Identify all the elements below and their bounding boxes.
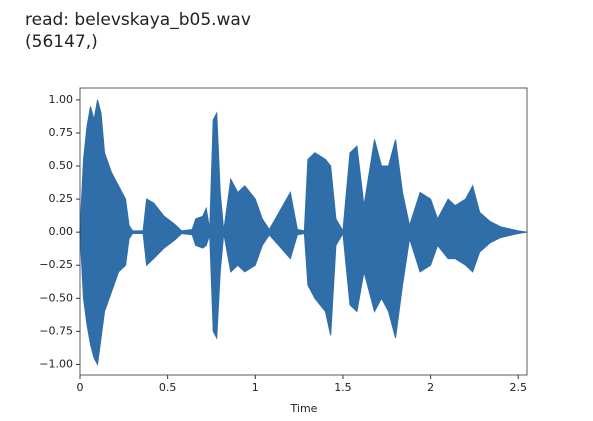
x-tick-label: 1 xyxy=(252,381,259,394)
x-tick-label: 0.5 xyxy=(159,381,177,394)
y-tick-label: −0.75 xyxy=(39,324,73,337)
waveform-area xyxy=(79,99,528,233)
plot-frame xyxy=(79,87,528,376)
y-tick-label: −0.25 xyxy=(39,258,73,271)
x-tick-label: 2.5 xyxy=(509,381,527,394)
y-tick-label: 1.00 xyxy=(49,93,74,106)
output-line: read: belevskaya_b05.wav xyxy=(25,10,251,30)
y-tick-label: 0.00 xyxy=(49,225,74,238)
y-tick-label: 0.25 xyxy=(49,192,74,205)
y-tick-label: −1.00 xyxy=(39,357,73,370)
y-tick-label: −0.50 xyxy=(39,291,73,304)
x-tick-label: 1.5 xyxy=(334,381,352,394)
waveform-area xyxy=(79,231,528,367)
x-tick-label: 0 xyxy=(77,381,84,394)
output-line: (56147,) xyxy=(25,32,98,52)
y-tick-label: 0.75 xyxy=(49,126,74,139)
y-tick-label: 0.50 xyxy=(49,159,74,172)
x-axis-label: Time xyxy=(290,402,318,415)
x-tick-label: 2 xyxy=(427,381,434,394)
